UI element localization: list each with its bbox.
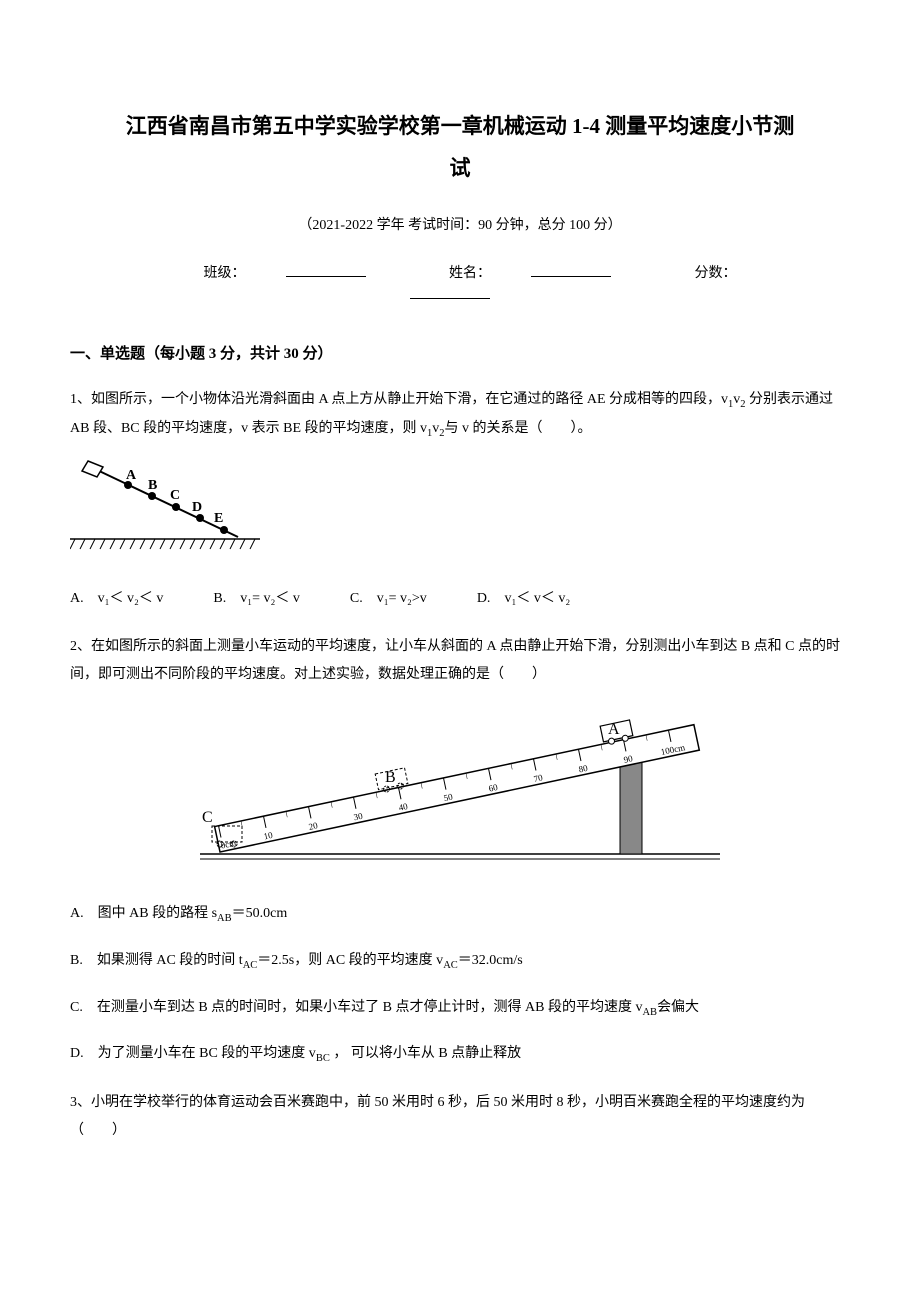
- q1-options: A. v₁＜ v₂＜ v B. v₁= v₂＜ v C. v₁= v₂>v D.…: [70, 585, 850, 613]
- q1-option-b: B. v₁= v₂＜ v: [213, 585, 300, 613]
- svg-text:C: C: [202, 809, 213, 826]
- svg-text:B: B: [148, 478, 157, 493]
- q1-option-a: A. v₁＜ v₂＜ v: [70, 585, 163, 613]
- student-info-row: 班级： 姓名： 分数：: [70, 263, 850, 308]
- exam-info: （2021-2022 学年 考试时间：90 分钟，总分 100 分）: [70, 215, 850, 237]
- q1-option-c: C. v₁= v₂>v: [350, 585, 427, 613]
- exam-title-line1: 江西省南昌市第五中学实验学校第一章机械运动 1-4 测量平均速度小节测: [70, 110, 850, 144]
- question-1: 1、如图所示，一个小物体沿光滑斜面由 A 点上方从静止开始下滑，在它通过的路径 …: [70, 386, 850, 613]
- q1-option-d: D. v₁＜ v＜ v₂: [477, 585, 570, 613]
- name-label: 姓名：: [449, 266, 651, 281]
- svg-text:C: C: [170, 488, 180, 503]
- q2-option-b: B. 如果测得 AC 段的时间 tAC＝2.5s，则 AC 段的平均速度 vAC…: [70, 947, 850, 976]
- exam-title-line2: 试: [70, 152, 850, 186]
- svg-text:A: A: [608, 721, 620, 738]
- q2-option-c: C. 在测量小车到达 B 点的时间时，如果小车过了 B 点才停止计时，测得 AB…: [70, 994, 850, 1023]
- class-label: 班级：: [204, 266, 406, 281]
- question-2: 2、在如图所示的斜面上测量小车运动的平均速度，让小车从斜面的 A 点由静止开始下…: [70, 633, 850, 1069]
- question-3: 3、小明在学校举行的体育运动会百米赛跑中，前 50 米用时 6 秒，后 50 米…: [70, 1089, 850, 1145]
- q3-text: 3、小明在学校举行的体育运动会百米赛跑中，前 50 米用时 6 秒，后 50 米…: [70, 1089, 850, 1145]
- svg-text:E: E: [214, 511, 223, 526]
- q2-option-a: A. 图中 AB 段的路程 sAB＝50.0cm: [70, 900, 850, 929]
- q2-options: A. 图中 AB 段的路程 sAB＝50.0cm B. 如果测得 AC 段的时间…: [70, 900, 850, 1069]
- section-1-header: 一、单选题（每小题 3 分，共计 30 分）: [70, 342, 850, 366]
- q2-option-d: D. 为了测量小车在 BC 段的平均速度 vBC ， 可以将小车从 B 点静止释…: [70, 1040, 850, 1069]
- svg-text:A: A: [126, 468, 137, 483]
- svg-text:B: B: [385, 769, 396, 786]
- q1-text: 1、如图所示，一个小物体沿光滑斜面由 A 点上方从静止开始下滑，在它通过的路径 …: [70, 386, 850, 444]
- q2-figure: 0cm 10 20 30 40 50 60 70 80 90 100cm: [70, 704, 850, 885]
- svg-text:D: D: [192, 500, 202, 515]
- q2-text: 2、在如图所示的斜面上测量小车运动的平均速度，让小车从斜面的 A 点由静止开始下…: [70, 633, 850, 689]
- q1-figure: A B C D E: [70, 459, 850, 570]
